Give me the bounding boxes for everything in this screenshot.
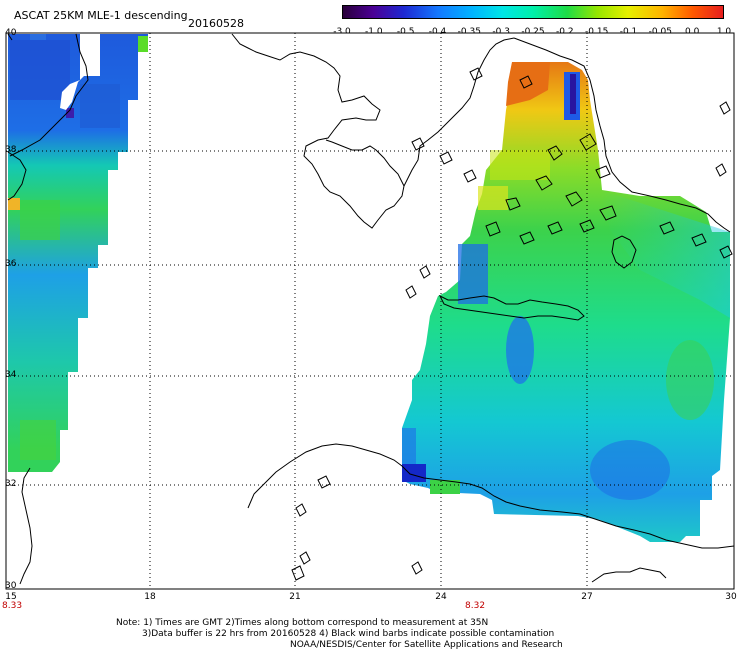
map-date: 20160528 bbox=[188, 17, 244, 30]
pass-time-west: 8.33 bbox=[2, 601, 23, 611]
colorbar-tick-label: -1.0 bbox=[365, 27, 383, 37]
coastlines bbox=[7, 33, 735, 585]
colorbar-tick-label: -0.4 bbox=[428, 27, 447, 37]
colorbar-tick-label: -0.5 bbox=[396, 27, 415, 37]
lat-label-34: 34 bbox=[5, 370, 17, 380]
lon-label-18: 18 bbox=[144, 592, 156, 602]
lat-label-36: 36 bbox=[5, 259, 17, 269]
lon-label-30: 30 bbox=[725, 592, 737, 602]
lat-label-38: 38 bbox=[5, 145, 17, 155]
eastern-swath bbox=[402, 62, 730, 542]
map-title: ASCAT 25KM MLE-1 descending bbox=[14, 9, 188, 22]
footer-note-2: 3)Data buffer is 22 hrs from 20160528 4)… bbox=[142, 629, 555, 639]
footer-credit: NOAA/NESDIS/Center for Satellite Applica… bbox=[290, 640, 563, 650]
lat-label-30: 30 bbox=[5, 581, 17, 591]
colorbar-tick-label: 1.0 bbox=[716, 27, 732, 37]
footer-note-1: Note: 1) Times are GMT 2)Times along bot… bbox=[116, 618, 489, 628]
western-swath bbox=[8, 34, 148, 472]
lon-label-15: 15 bbox=[5, 592, 17, 602]
graticule bbox=[6, 33, 734, 589]
colorbar-tick-label: -0.35 bbox=[457, 27, 481, 37]
colorbar bbox=[342, 5, 724, 19]
colorbar-tick-label: -0.3 bbox=[492, 27, 510, 37]
lon-label-24: 24 bbox=[435, 592, 447, 602]
aegean-islands bbox=[291, 67, 733, 581]
colorbar-tick-label: -0.2 bbox=[556, 27, 574, 37]
lat-label-40: 40 bbox=[5, 28, 17, 38]
lat-label-32: 32 bbox=[5, 479, 17, 489]
colorbar-tick-label: -0.15 bbox=[585, 27, 609, 37]
colorbar-tick-label: -0.1 bbox=[619, 27, 638, 37]
colorbar-tick-label: 0.0 bbox=[684, 27, 700, 37]
colorbar-tick-label: -0.25 bbox=[521, 27, 545, 37]
lon-label-27: 27 bbox=[581, 592, 593, 602]
pass-time-east: 8.32 bbox=[465, 601, 486, 611]
lon-label-21: 21 bbox=[289, 592, 301, 602]
colorbar-tick-label: -3.0 bbox=[333, 27, 351, 37]
colorbar-tick-label: -0.05 bbox=[648, 27, 672, 37]
